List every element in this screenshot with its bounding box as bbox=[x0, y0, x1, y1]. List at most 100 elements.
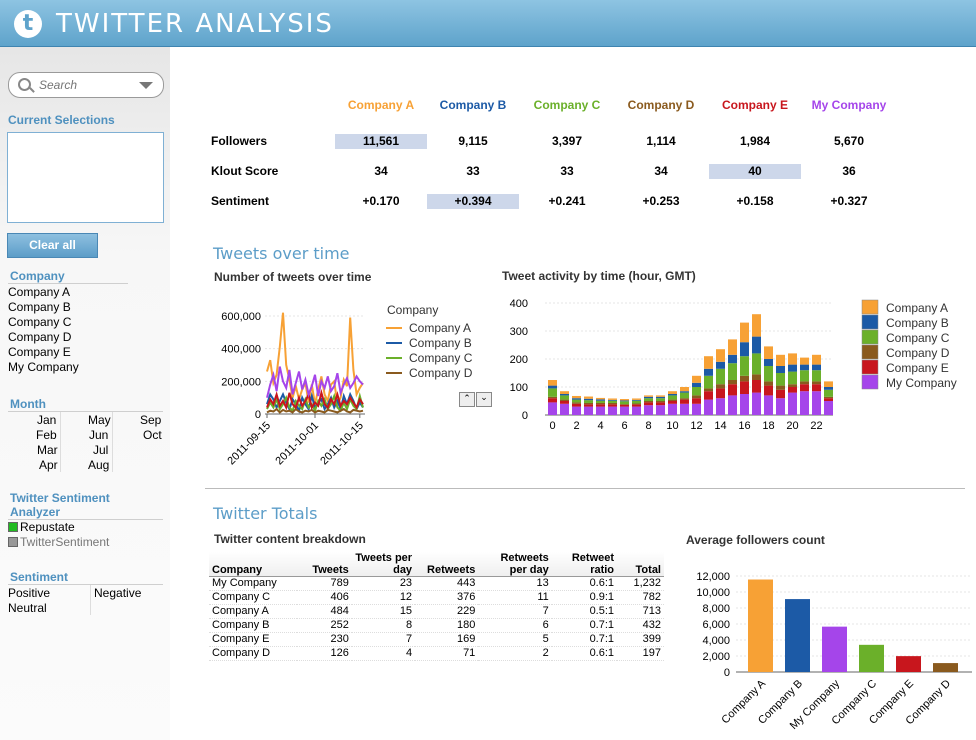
bar-segment bbox=[656, 398, 665, 401]
kpi-value: +0.241 bbox=[548, 194, 586, 208]
bar-segment bbox=[596, 404, 605, 407]
bar-segment bbox=[656, 405, 665, 415]
column-header[interactable]: Retweets bbox=[415, 552, 479, 577]
analyzer-label: Twitter Sentiment Analyzer bbox=[10, 491, 110, 519]
content-breakdown-table: Company Tweets Tweets per day Retweets R… bbox=[209, 552, 664, 661]
month-item[interactable]: Apr bbox=[39, 458, 58, 472]
bar-segment bbox=[560, 394, 569, 396]
month-item[interactable]: Jul bbox=[93, 443, 109, 457]
kpi-value: 9,115 bbox=[458, 134, 488, 148]
column-header[interactable]: Company bbox=[209, 552, 297, 577]
kpi-company-header[interactable]: Company D bbox=[627, 98, 695, 112]
table-row[interactable]: Company A 484 15 229 7 0.5:1 713 bbox=[209, 604, 664, 619]
bar-segment bbox=[572, 402, 581, 404]
company-item[interactable]: Company B bbox=[8, 300, 71, 314]
company-item[interactable]: Company A bbox=[8, 285, 71, 299]
table-cell: 230 bbox=[296, 632, 352, 647]
legend-item: Company D bbox=[409, 366, 473, 380]
month-item[interactable]: Jun bbox=[89, 428, 109, 442]
month-item[interactable]: Aug bbox=[88, 458, 110, 472]
column-header[interactable]: Tweets per day bbox=[351, 552, 416, 577]
bar-segment bbox=[692, 387, 701, 396]
bar-segment bbox=[800, 391, 809, 415]
table-cell: 0.6:1 bbox=[551, 576, 618, 591]
kpi-company-header[interactable]: Company E bbox=[721, 98, 788, 112]
kpi-value: 1,984 bbox=[739, 134, 771, 148]
scroll-up-icon[interactable]: ⌃ bbox=[459, 392, 475, 407]
company-item[interactable]: Company D bbox=[8, 330, 72, 344]
sentiment-item[interactable]: Negative bbox=[94, 586, 142, 600]
kpi-row-label: Klout Score bbox=[211, 164, 279, 178]
table-row[interactable]: Company B 252 8 180 6 0.7:1 432 bbox=[209, 618, 664, 633]
bar-segment bbox=[584, 398, 593, 401]
y-tick-label: 0 bbox=[522, 410, 528, 422]
bar-segment bbox=[812, 354, 821, 365]
y-tick-label: 400,000 bbox=[221, 344, 261, 356]
legend-item: Company A bbox=[409, 321, 471, 335]
kpi-company-header[interactable]: Company A bbox=[347, 98, 415, 112]
table-cell: 7 bbox=[351, 632, 416, 647]
search-input[interactable] bbox=[37, 77, 141, 93]
bar-segment bbox=[668, 394, 677, 396]
month-item[interactable]: May bbox=[88, 413, 111, 427]
month-item[interactable]: Mar bbox=[37, 443, 58, 457]
y-tick-label: 600,000 bbox=[221, 311, 261, 323]
bar-segment bbox=[812, 381, 821, 385]
section-title: Tweets over time bbox=[213, 244, 350, 263]
chevron-down-icon[interactable] bbox=[139, 82, 153, 89]
sentiment-item[interactable]: Neutral bbox=[8, 601, 47, 615]
column-header[interactable]: Retweet ratio bbox=[551, 552, 618, 577]
hourly-activity-chart: 0 100 200 300 400 0 2 4 6 8 10 12 14 16 18 20 22 Company … bbox=[510, 298, 957, 432]
table-row[interactable]: Company E 230 7 169 5 0.7:1 399 bbox=[209, 632, 664, 647]
company-item[interactable]: My Company bbox=[8, 360, 79, 374]
scroll-down-icon[interactable]: ⌄ bbox=[476, 392, 492, 407]
bar bbox=[748, 579, 773, 672]
bar-segment bbox=[620, 399, 629, 401]
month-item[interactable]: Oct bbox=[143, 428, 162, 442]
table-row[interactable]: Company D 126 4 71 2 0.6:1 197 bbox=[209, 646, 664, 661]
table-row[interactable]: Company C 406 12 376 11 0.9:1 782 bbox=[209, 590, 664, 605]
month-item[interactable]: Sep bbox=[140, 413, 162, 427]
analyzer-item[interactable]: TwitterSentiment bbox=[20, 535, 110, 549]
bar-segment bbox=[728, 354, 737, 364]
table-cell: 2 bbox=[478, 646, 552, 661]
bar-segment bbox=[740, 322, 749, 343]
legend-item: Company E bbox=[886, 361, 949, 375]
kpi-company-header[interactable]: Company B bbox=[439, 98, 507, 112]
legend-swatch bbox=[861, 314, 879, 330]
legend-swatch bbox=[861, 344, 879, 360]
search-box[interactable] bbox=[8, 72, 164, 98]
clear-all-button[interactable]: Clear all bbox=[7, 233, 98, 258]
legend-item: Company B bbox=[886, 316, 949, 330]
column-header[interactable]: Retweets per day bbox=[478, 552, 552, 577]
sentiment-item[interactable]: Positive bbox=[8, 586, 51, 600]
kpi-company-header[interactable]: My Company bbox=[811, 98, 887, 112]
table-cell: Company B bbox=[209, 618, 297, 633]
bar-segment bbox=[572, 395, 581, 399]
bar-segment bbox=[788, 384, 797, 387]
bar-segment bbox=[728, 384, 737, 396]
kpi-value: +0.327 bbox=[830, 194, 868, 208]
chart-title: Average followers count bbox=[686, 533, 825, 547]
company-item[interactable]: Company E bbox=[8, 345, 71, 359]
month-item[interactable]: Feb bbox=[36, 428, 57, 442]
table-cell: 23 bbox=[351, 576, 416, 591]
kpi-value: 1,114 bbox=[646, 134, 676, 148]
bar bbox=[896, 656, 921, 672]
table-cell: 71 bbox=[415, 646, 479, 661]
table-cell: 1,232 bbox=[617, 576, 664, 591]
bar-segment bbox=[788, 392, 797, 415]
table-row[interactable]: My Company 789 23 443 13 0.6:1 1,232 bbox=[209, 576, 664, 591]
column-header[interactable]: Total bbox=[617, 552, 664, 577]
analyzer-item[interactable]: Repustate bbox=[20, 520, 75, 534]
kpi-company-header[interactable]: Company C bbox=[533, 98, 601, 112]
company-item[interactable]: Company C bbox=[8, 315, 72, 329]
table-cell: 5 bbox=[478, 632, 552, 647]
y-tick-label: 100 bbox=[510, 382, 528, 394]
bar-segment bbox=[716, 361, 725, 369]
bar-segment bbox=[692, 375, 701, 383]
bar-segment bbox=[728, 395, 737, 415]
month-item[interactable]: Jan bbox=[37, 413, 57, 427]
column-header[interactable]: Tweets bbox=[296, 552, 352, 577]
